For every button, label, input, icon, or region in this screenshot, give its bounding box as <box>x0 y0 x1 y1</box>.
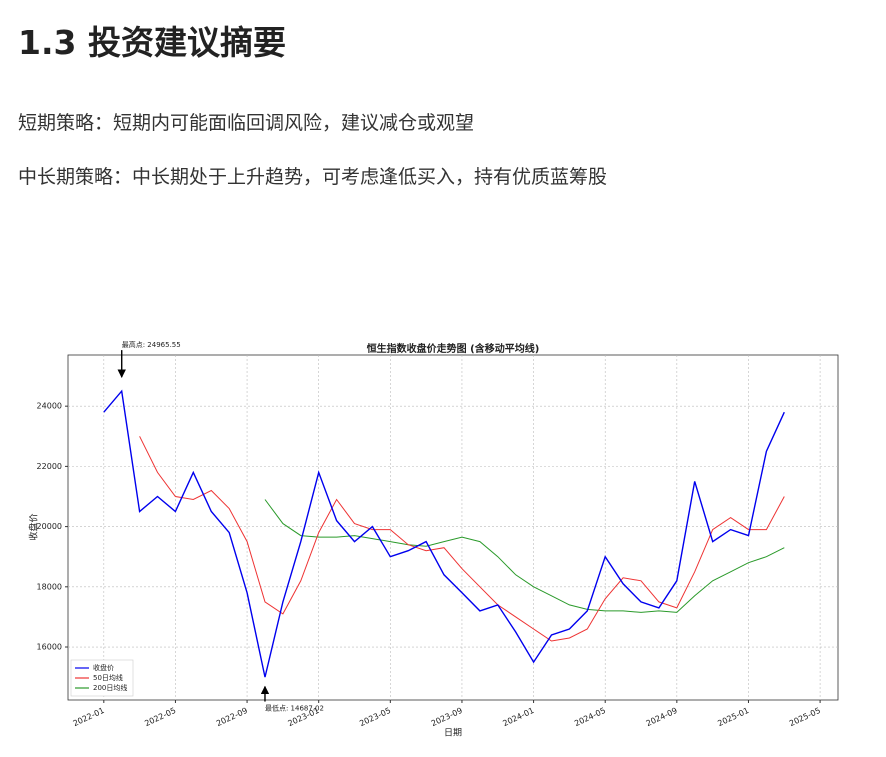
paragraph: 短期策略：短期内可能面临回调风险，建议减仓或观望 <box>18 112 475 134</box>
line-series <box>103 389 785 678</box>
y-tick-label: 20000 <box>37 522 62 531</box>
x-tick-label: 2024-09 <box>645 706 679 728</box>
y-tick-label: 22000 <box>37 462 62 471</box>
x-tick-label: 2025-05 <box>788 706 822 728</box>
x-tick-label: 2023-09 <box>430 706 464 728</box>
legend-box <box>70 659 134 697</box>
line-series <box>139 436 785 642</box>
y-tick-label: 18000 <box>37 582 62 591</box>
line-series <box>264 499 785 613</box>
y-tick-label: 24000 <box>37 402 62 411</box>
annotation: 最低点: 14687.02 <box>265 704 324 713</box>
x-tick-label: 2022-09 <box>215 706 249 728</box>
x-tick-label: 2022-05 <box>143 706 177 728</box>
x-tick-label: 2025-01 <box>716 706 750 728</box>
y-axis-label: 收盘价 <box>28 513 40 540</box>
x-tick-label: 2022-01 <box>72 706 106 728</box>
legend-label: 200日均线 <box>93 683 127 692</box>
heading: 1.3 投资建议摘要 <box>18 23 286 62</box>
x-tick-label: 2024-01 <box>501 706 535 728</box>
annotation: 最高点: 24965.55 <box>122 340 181 349</box>
legend-label: 收盘价 <box>93 663 114 672</box>
chart-title: 恒生指数收盘价走势图 (含移动平均线) <box>367 342 540 355</box>
paragraph: 中长期策略：中长期处于上升趋势，可考虑逢低买入，持有优质蓝筹股 <box>18 166 608 188</box>
x-axis-label: 日期 <box>444 728 462 739</box>
legend-label: 50日均线 <box>93 673 123 682</box>
plot-frame <box>67 354 839 701</box>
x-tick-label: 2023-05 <box>358 706 392 728</box>
x-tick-label: 2024-05 <box>573 706 607 728</box>
y-tick-label: 16000 <box>37 643 62 652</box>
